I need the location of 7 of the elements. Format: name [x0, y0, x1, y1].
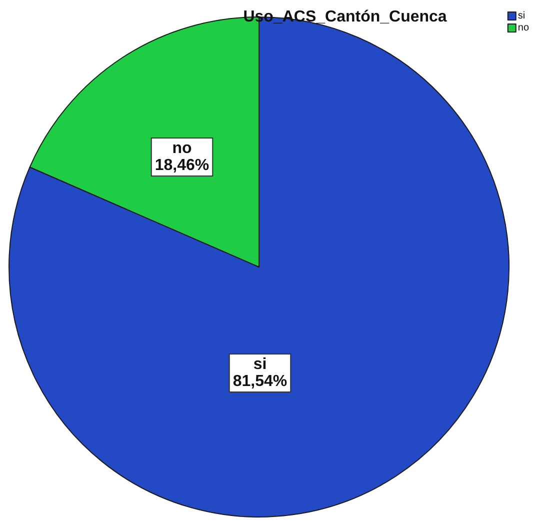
slice-label: si	[253, 356, 267, 373]
legend-label: si	[518, 10, 526, 22]
chart-title: Uso_ACS_Cantón_Cuenca	[243, 8, 447, 26]
slice-label: no	[172, 140, 192, 157]
data-label: 81,54%	[232, 373, 288, 390]
data-label: 18,46%	[154, 157, 210, 174]
legend-label: no	[518, 22, 530, 34]
